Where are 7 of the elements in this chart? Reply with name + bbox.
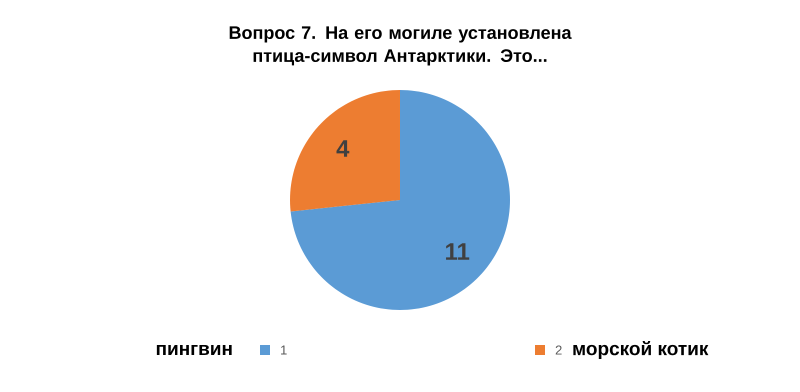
text: пингвин <box>156 344 232 356</box>
text: морской котик <box>573 340 708 360</box>
data-label: 11 <box>446 243 470 260</box>
data-label: 4 <box>336 140 350 157</box>
legend-label: 1 <box>281 346 287 354</box>
chart-title: Вопрос 7. На его могиле установлена птица-символ Антарктики. Это... <box>230 26 572 66</box>
legend-label: 2 <box>556 345 562 355</box>
